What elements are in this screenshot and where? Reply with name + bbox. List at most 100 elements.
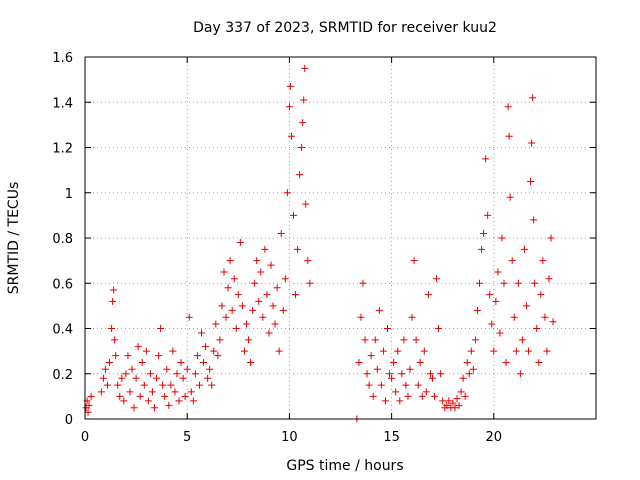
data-point [465,370,473,378]
data-point [404,392,412,400]
data-point [410,257,418,265]
data-point [543,347,551,355]
data-point [267,261,275,269]
data-point [210,347,218,355]
data-point [195,381,203,389]
data-point [414,381,422,389]
x-axis-title: GPS time / hours [286,458,403,474]
data-point [249,306,257,314]
data-point [390,358,398,366]
y-tick-label: 1.4 [52,96,73,111]
data-point [85,401,93,409]
data-point [150,404,158,412]
data-point [269,302,277,310]
data-point [490,347,498,355]
data-point [124,352,132,360]
data-point [226,257,234,265]
data-point [478,245,486,253]
data-point [302,200,310,208]
data-point [398,370,406,378]
data-point [371,336,379,344]
data-point [494,268,502,276]
data-point [181,392,189,400]
data-point [159,381,167,389]
data-point [101,365,109,373]
data-point [185,313,193,321]
data-point [222,313,230,321]
data-point [365,381,373,389]
data-point [480,229,488,237]
data-point [435,325,443,332]
data-point [299,119,307,127]
data-point [279,306,287,314]
y-tick-label: 0.8 [52,232,73,247]
data-point [406,365,414,373]
data-point [242,320,250,328]
data-point [165,401,173,409]
data-point [505,132,513,140]
data-point [153,374,161,382]
data-point [169,347,177,355]
data-point [206,365,214,373]
data-point [535,358,543,366]
data-point [87,392,95,400]
data-point [191,370,199,378]
data-point [528,139,536,147]
data-point [128,365,136,373]
data-point [218,302,226,310]
data-point [275,347,283,355]
data-point [549,318,557,326]
data-point [230,275,238,283]
data-point [108,325,116,332]
data-point [304,257,312,265]
x-tick-label: 0 [81,430,89,445]
data-point [508,257,516,265]
data-point [220,268,228,276]
data-point [281,275,289,283]
data-point [240,347,248,355]
data-point [396,397,404,405]
data-point [492,297,500,305]
data-point [457,388,465,396]
y-tick-label: 1.6 [52,51,73,66]
data-points [82,64,557,423]
data-point [247,358,255,366]
data-point [388,374,396,382]
data-point [402,381,410,389]
data-point [198,329,206,337]
data-point [428,374,436,382]
data-point [510,313,518,321]
data-point [189,397,197,405]
data-point [109,297,117,305]
data-point [228,306,236,314]
data-point [257,268,265,276]
data-point [422,388,430,396]
grid-layer [85,57,596,419]
data-point [114,381,122,389]
data-point [277,229,285,237]
data-point [525,347,533,355]
data-point [301,64,309,72]
data-point [283,189,291,197]
data-point [386,370,394,378]
data-point [361,336,369,344]
data-point [261,245,269,253]
data-point [214,352,222,360]
data-point [537,291,545,299]
data-point [292,291,300,299]
data-point [306,279,314,287]
data-point [367,352,375,360]
data-point [173,370,181,378]
data-point [420,347,428,355]
data-point [408,313,416,321]
data-point [138,358,146,366]
data-point [97,388,105,396]
data-point [484,211,492,219]
data-point [527,177,535,185]
data-point [433,275,441,283]
data-point [232,325,240,332]
data-point [363,370,371,378]
data-point [287,132,295,140]
data-point [294,245,302,253]
